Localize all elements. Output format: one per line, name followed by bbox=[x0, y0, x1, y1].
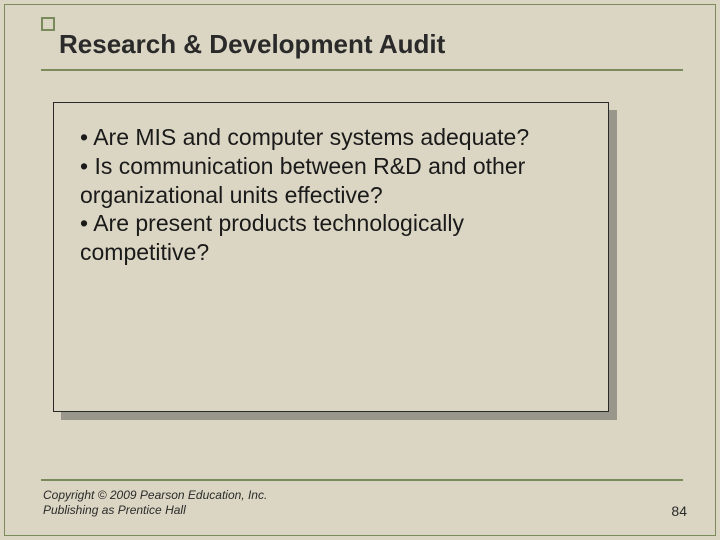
bullet-1: Are MIS and computer systems adequate? bbox=[93, 124, 529, 150]
bullet-marker: • bbox=[80, 153, 88, 179]
slide-frame: Research & Development Audit • Are MIS a… bbox=[4, 4, 716, 536]
bullet-marker: • bbox=[80, 124, 88, 150]
slide-title: Research & Development Audit bbox=[59, 29, 445, 60]
bullet-text: • Are MIS and computer systems adequate?… bbox=[80, 123, 582, 267]
bullet-2: Is communication between R&D and other o… bbox=[80, 153, 525, 208]
bullet-marker: • bbox=[80, 210, 88, 236]
corner-decoration bbox=[41, 17, 55, 31]
footer-rule bbox=[41, 479, 683, 481]
copyright-line-2: Publishing as Prentice Hall bbox=[43, 503, 186, 517]
copyright-text: Copyright © 2009 Pearson Education, Inc.… bbox=[43, 488, 267, 519]
title-underline bbox=[41, 69, 683, 71]
bullet-3: Are present products technologically com… bbox=[80, 210, 464, 265]
page-number: 84 bbox=[671, 503, 687, 519]
content-box: • Are MIS and computer systems adequate?… bbox=[53, 102, 609, 412]
copyright-line-1: Copyright © 2009 Pearson Education, Inc. bbox=[43, 488, 267, 502]
